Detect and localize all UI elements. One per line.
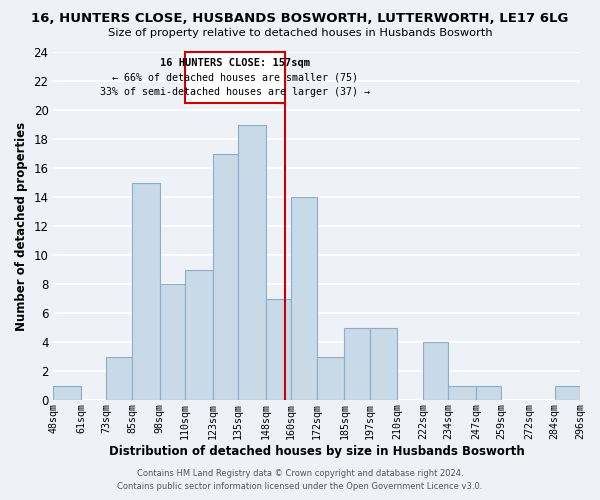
Bar	[185, 270, 212, 400]
Text: Contains HM Land Registry data © Crown copyright and database right 2024.
Contai: Contains HM Land Registry data © Crown c…	[118, 470, 482, 491]
Bar	[554, 386, 580, 400]
Bar	[160, 284, 185, 400]
X-axis label: Distribution of detached houses by size in Husbands Bosworth: Distribution of detached houses by size …	[109, 444, 524, 458]
Bar	[53, 386, 81, 400]
Text: 33% of semi-detached houses are larger (37) →: 33% of semi-detached houses are larger (…	[100, 86, 370, 97]
Bar	[476, 386, 502, 400]
Y-axis label: Number of detached properties: Number of detached properties	[15, 122, 28, 331]
Text: Size of property relative to detached houses in Husbands Bosworth: Size of property relative to detached ho…	[107, 28, 493, 38]
Bar	[238, 125, 266, 400]
Text: 16 HUNTERS CLOSE: 157sqm: 16 HUNTERS CLOSE: 157sqm	[160, 58, 310, 68]
FancyBboxPatch shape	[185, 52, 285, 103]
Bar	[448, 386, 476, 400]
Bar	[423, 342, 448, 400]
Bar	[344, 328, 370, 400]
Bar	[212, 154, 238, 400]
Bar	[317, 356, 344, 400]
Bar	[291, 198, 317, 400]
Bar	[106, 356, 132, 400]
Text: 16, HUNTERS CLOSE, HUSBANDS BOSWORTH, LUTTERWORTH, LE17 6LG: 16, HUNTERS CLOSE, HUSBANDS BOSWORTH, LU…	[31, 12, 569, 26]
Bar	[266, 299, 291, 400]
Bar	[370, 328, 397, 400]
Text: ← 66% of detached houses are smaller (75): ← 66% of detached houses are smaller (75…	[112, 72, 358, 82]
Bar	[132, 183, 160, 400]
